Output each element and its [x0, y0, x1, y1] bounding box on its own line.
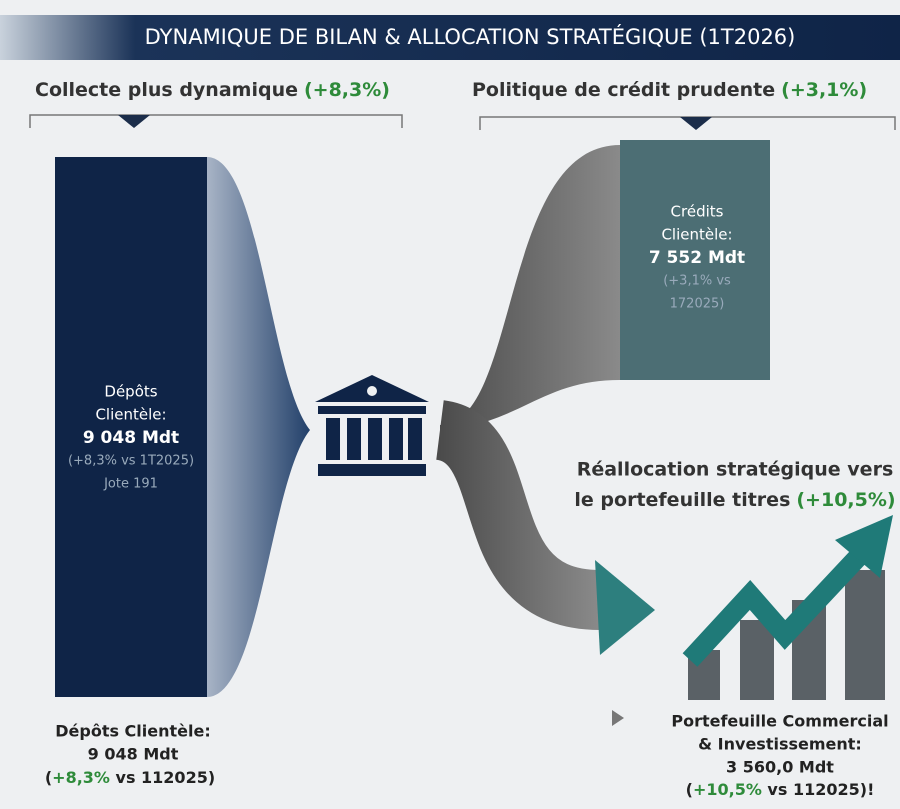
- bottom-right-line: & Investissement:: [698, 735, 862, 754]
- credits-text: Crédits Clientèle: 7 552 Mdt (+3,1% vs 17202…: [649, 203, 745, 312]
- block-line: Dépôts: [104, 383, 157, 401]
- heading-text: Politique de crédit prudente: [472, 79, 775, 101]
- block-line: (+8,3% vs 1T2025): [68, 454, 194, 469]
- heading: Collecte plus dynamique (+8,3%): [35, 79, 390, 101]
- bottom-left-change: (+8,3% vs 112025): [45, 768, 215, 787]
- credit-flow: [440, 145, 620, 430]
- bottom-right-line: Portefeuille Commercial: [671, 712, 888, 731]
- deposits-block: [55, 157, 207, 697]
- block-line: 9 048 Mdt: [83, 428, 179, 448]
- block-line: 172025): [670, 297, 725, 312]
- title-bar: [0, 15, 900, 60]
- bottom-right-line: 3 560,0 Mdt: [726, 758, 834, 777]
- block-line: Clientèle:: [95, 406, 166, 424]
- block-line: Crédits: [671, 203, 724, 221]
- block-line: Jote 191: [103, 477, 158, 492]
- change-note: vs 112025)!: [762, 780, 875, 799]
- bottom-left-line: 9 048 Mdt: [88, 745, 179, 764]
- securities-flow: [433, 400, 602, 630]
- block-line: (+3,1% vs: [663, 274, 731, 289]
- reallocation-line: Réallocation stratégique vers: [577, 459, 894, 481]
- title: DYNAMIQUE DE BILAN & ALLOCATION STRATÉGI…: [145, 24, 796, 49]
- flow-arrowhead: [595, 560, 655, 655]
- trend-line: [682, 548, 868, 667]
- heading-highlight: (+3,1%): [781, 79, 867, 101]
- bottom-left-line: Dépôts Clientèle:: [55, 722, 211, 741]
- heading: Politique de crédit prudente (+3,1%): [472, 79, 867, 101]
- reallocation-line: le portefeuille titres (+10,5%): [574, 489, 895, 511]
- change-note: vs 112025): [110, 768, 215, 787]
- funnel: [207, 157, 310, 697]
- pointer: [612, 710, 624, 726]
- change-value: +8,3%: [52, 768, 110, 787]
- change-value: +10,5%: [693, 780, 762, 799]
- deposits-text: Dépôts Clientèle: 9 048 Mdt (+8,3% vs 1T202…: [68, 383, 194, 492]
- heading-text: Collecte plus dynamique: [35, 79, 298, 101]
- bank-icon: [315, 375, 429, 476]
- block-line: 7 552 Mdt: [649, 248, 745, 268]
- block-line: Clientèle:: [661, 226, 732, 244]
- credits-block: [620, 140, 770, 380]
- chart-icon: [688, 570, 885, 700]
- trend-arrowhead: [835, 515, 893, 578]
- reallocation-text: le portefeuille titres: [574, 489, 790, 511]
- bottom-right-change: (+10,5% vs 112025)!: [686, 780, 875, 799]
- paren: (: [686, 780, 693, 799]
- paren: (: [45, 768, 52, 787]
- heading-highlight: (+8,3%): [304, 79, 390, 101]
- reallocation-highlight: (+10,5%): [796, 489, 895, 511]
